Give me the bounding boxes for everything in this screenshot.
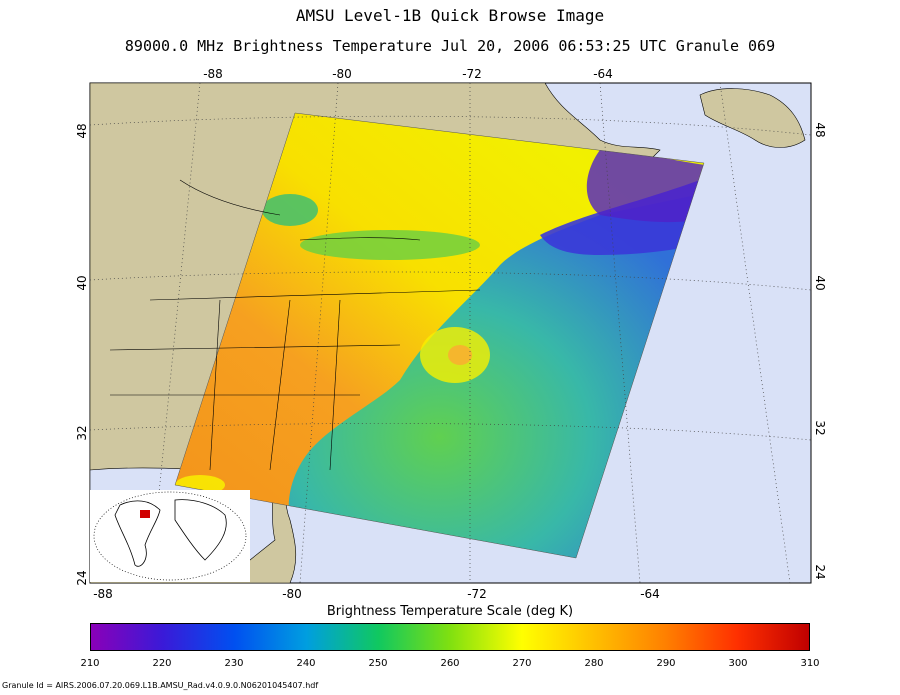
colorbar-label: 240 xyxy=(296,658,316,669)
colorbar-label: 270 xyxy=(512,658,532,669)
bottom-lon-labels: -88 -80 -72 -64 xyxy=(93,587,660,601)
bottom-lon-label: -88 xyxy=(93,587,113,601)
inset-globe xyxy=(90,490,250,582)
granule-id: Granule Id = AIRS.2006.07.20.069.L1B.AMS… xyxy=(2,681,319,690)
bottom-lon-label: -80 xyxy=(282,587,302,601)
boundary-lines xyxy=(109,179,481,471)
image-subtitle: 89000.0 MHz Brightness Temperature Jul 2… xyxy=(124,37,776,55)
right-lat-label: 40 xyxy=(813,275,827,290)
left-lat-labels: 48 40 32 24 xyxy=(75,123,89,585)
colorbar-label: 300 xyxy=(728,658,748,669)
right-lat-label: 24 xyxy=(813,564,827,579)
colorbar-label: 280 xyxy=(584,658,604,669)
top-lon-label: -72 xyxy=(462,67,482,81)
bottom-lon-label: -72 xyxy=(467,587,487,601)
left-lat-label: 40 xyxy=(75,275,89,290)
top-lon-labels: -88 -80 -72 -64 xyxy=(203,67,613,81)
right-lat-labels: 48 40 32 24 xyxy=(813,122,827,579)
left-lat-label: 24 xyxy=(75,570,89,585)
image-title: AMSU Level-1B Quick Browse Image xyxy=(295,6,605,25)
bottom-lon-label: -64 xyxy=(640,587,660,601)
colorbar-label: 310 xyxy=(800,658,820,669)
top-lon-label: -64 xyxy=(593,67,613,81)
left-lat-label: 32 xyxy=(75,425,89,440)
right-lat-label: 32 xyxy=(813,420,827,435)
top-lon-label: -80 xyxy=(332,67,352,81)
colorbar-label: 220 xyxy=(152,658,172,669)
colorbar-label: 210 xyxy=(80,658,100,669)
right-lat-label: 48 xyxy=(813,122,827,137)
inset-region-marker xyxy=(140,510,150,518)
colorbar-label: 290 xyxy=(656,658,676,669)
colorbar xyxy=(90,623,810,651)
top-lon-label: -88 xyxy=(203,67,223,81)
newfoundland-land xyxy=(699,88,806,148)
colorbar-label: 230 xyxy=(224,658,244,669)
graticule xyxy=(89,82,812,584)
colorbar-label: 250 xyxy=(368,658,388,669)
left-lat-label: 48 xyxy=(75,123,89,138)
colorbar-title: Brightness Temperature Scale (deg K) xyxy=(326,604,574,619)
swath-outline xyxy=(174,112,705,559)
colorbar-label: 260 xyxy=(440,658,460,669)
